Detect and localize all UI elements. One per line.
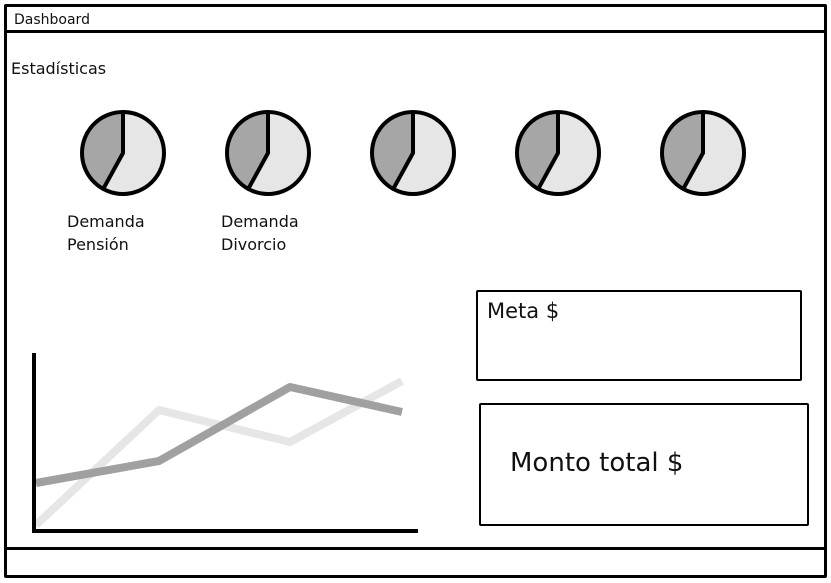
pie-label-1-line1: Demanda xyxy=(67,212,145,231)
pie-divider xyxy=(101,151,125,191)
total-card: Monto total $ xyxy=(479,403,809,526)
pie-chart-4 xyxy=(515,110,601,196)
pie-label-2: Demanda Divorcio xyxy=(221,210,299,256)
pie-label-2-line2: Divorcio xyxy=(221,235,287,254)
window-frame xyxy=(4,4,827,578)
pie-outline xyxy=(660,110,746,196)
pie-label-1: Demanda Pensión xyxy=(67,210,145,256)
chart-series-dark xyxy=(35,383,403,487)
pie-chart-3 xyxy=(370,110,456,196)
pie-outline xyxy=(80,110,166,196)
title-bar: Dashboard xyxy=(4,4,827,33)
footer-bar xyxy=(4,547,827,578)
pie-divider xyxy=(391,151,415,191)
stats-title: Estadísticas xyxy=(11,59,107,78)
meta-card: Meta $ xyxy=(476,290,802,381)
line-chart xyxy=(32,353,418,533)
pie-chart-1 xyxy=(80,110,166,196)
pie-divider xyxy=(536,151,560,191)
window-title: Dashboard xyxy=(14,12,90,28)
total-label: Monto total $ xyxy=(510,448,684,478)
pie-outline xyxy=(225,110,311,196)
pie-label-1-line2: Pensión xyxy=(67,235,129,254)
pie-divider xyxy=(246,151,270,191)
pie-outline xyxy=(515,110,601,196)
pie-chart-2 xyxy=(225,110,311,196)
pie-divider xyxy=(681,151,705,191)
meta-label: Meta $ xyxy=(487,299,560,323)
pie-label-2-line1: Demanda xyxy=(221,212,299,231)
pie-chart-5 xyxy=(660,110,746,196)
pie-outline xyxy=(370,110,456,196)
